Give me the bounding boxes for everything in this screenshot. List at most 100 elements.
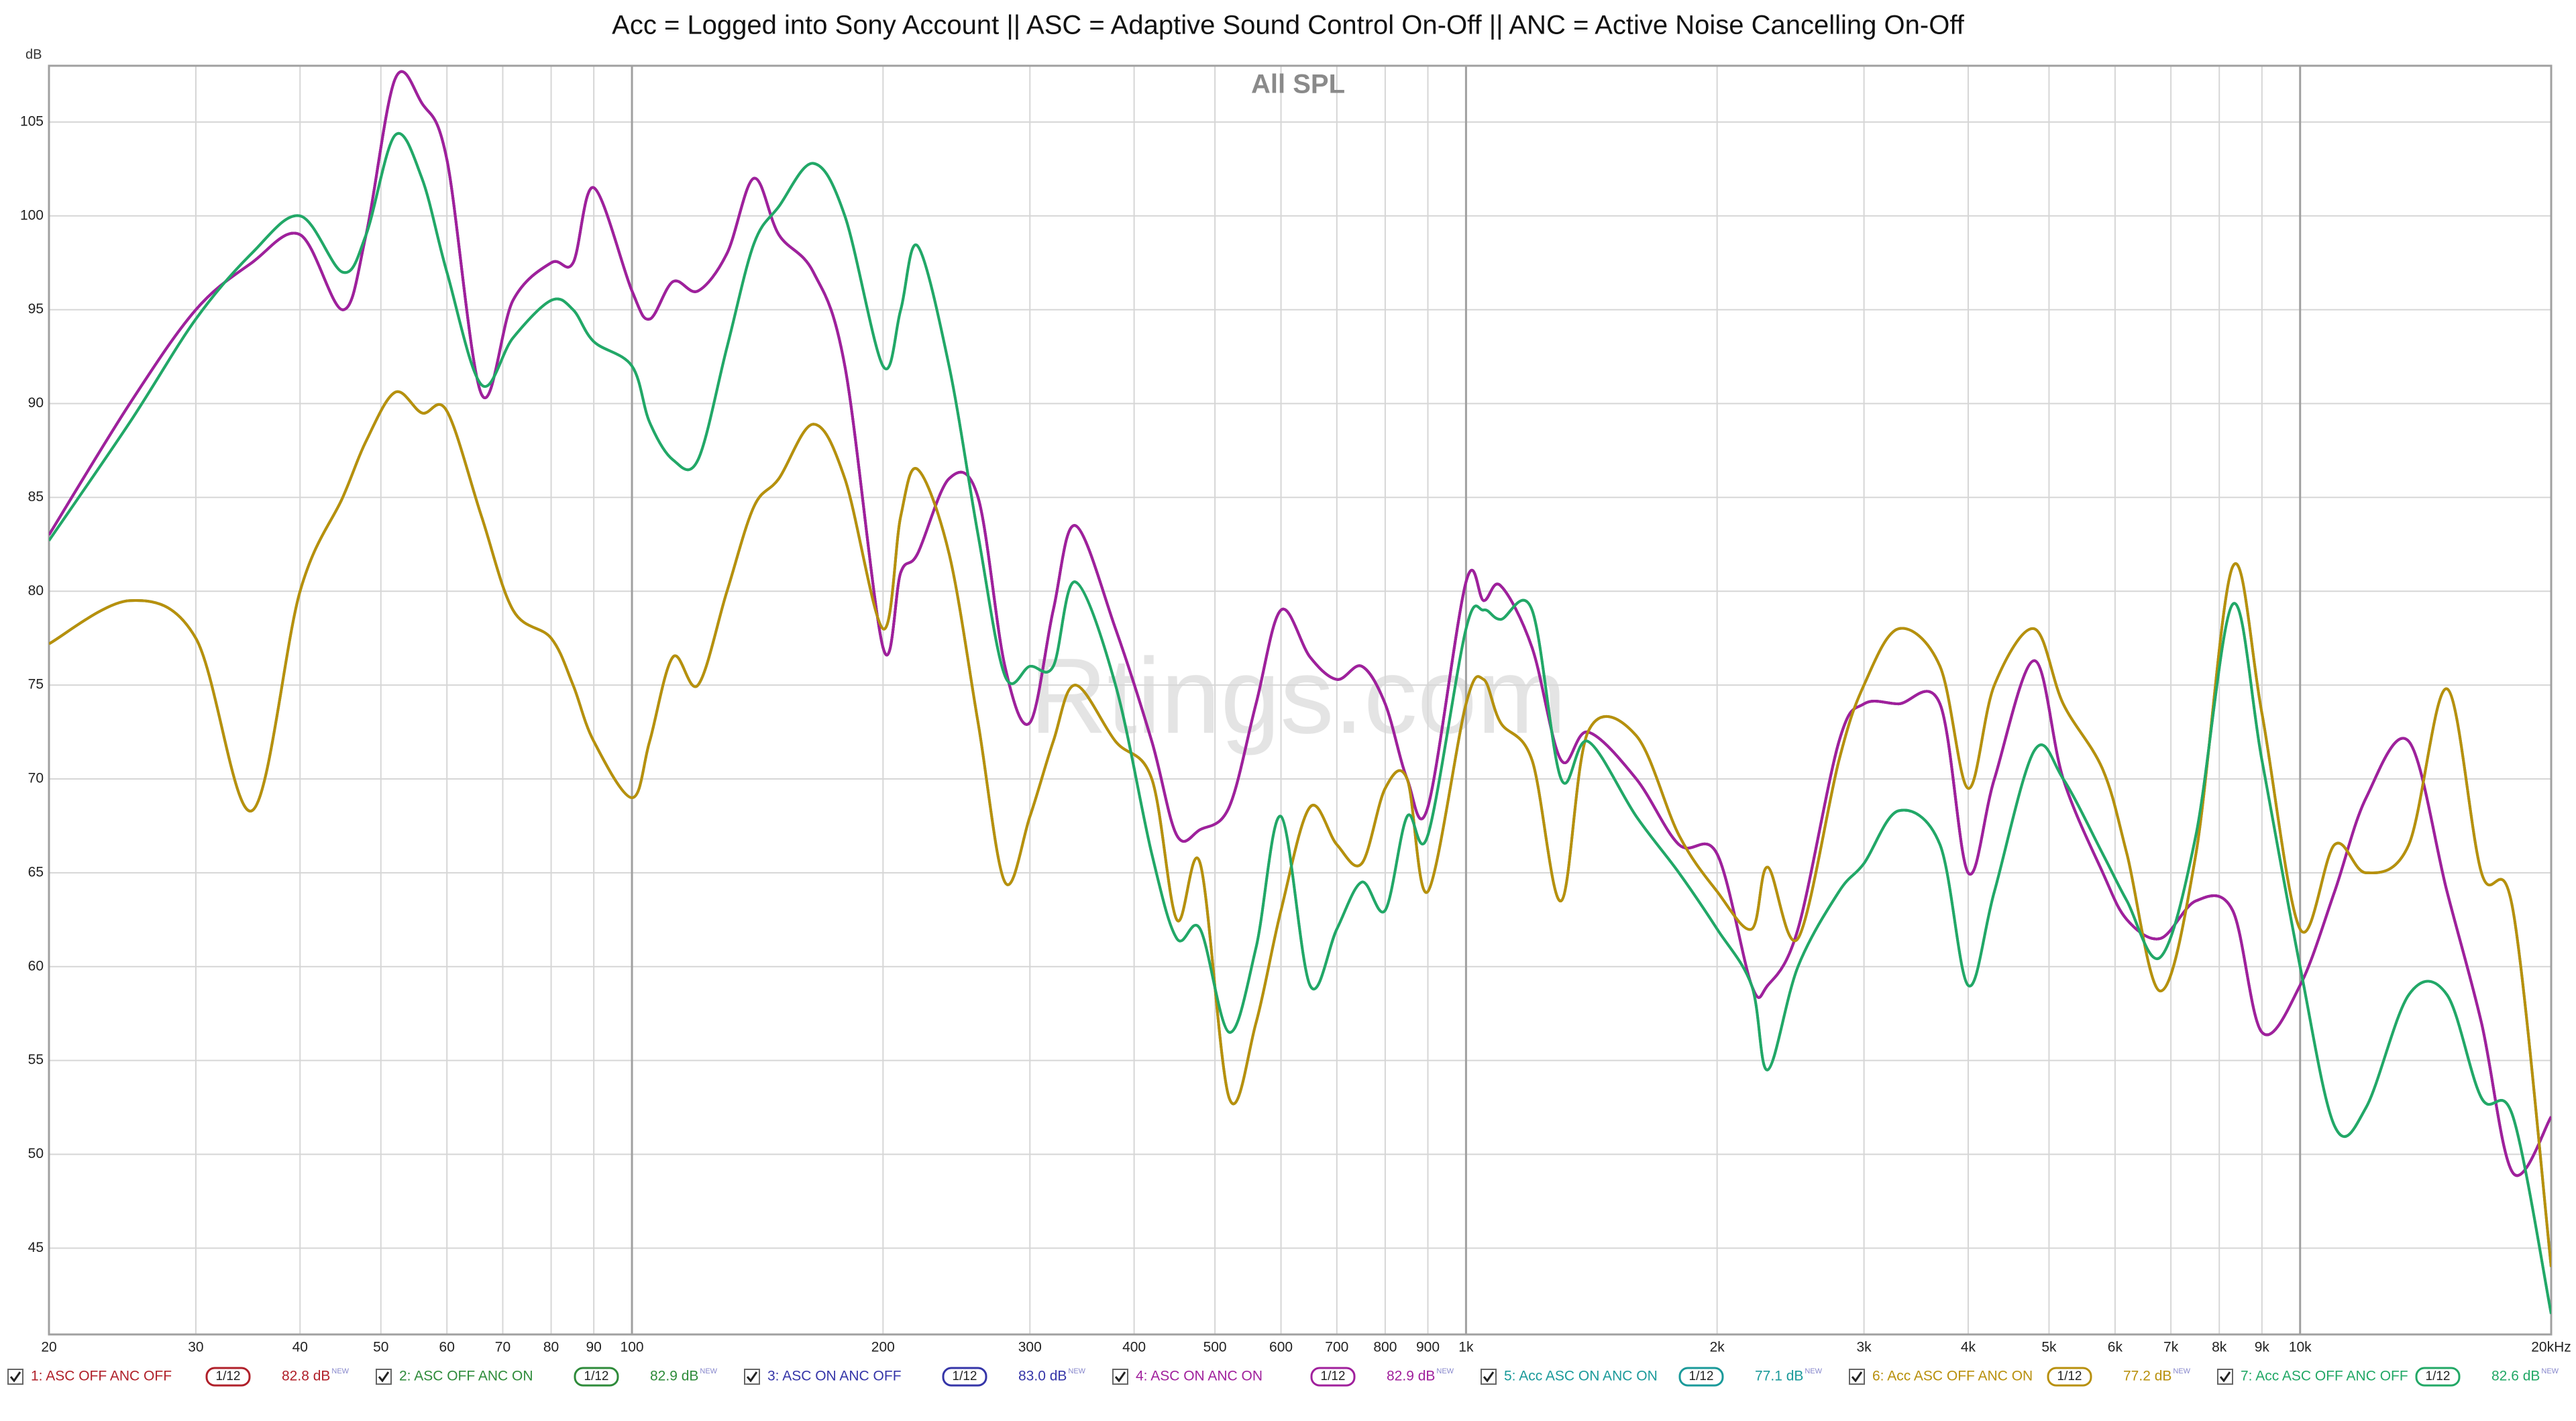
legend-item: 6: Acc ASC OFF ANC ON 1/12 77.2 dB NEW (1849, 1367, 2191, 1387)
y-tick-label: 75 (28, 677, 44, 692)
x-tick-label: 6k (2108, 1340, 2123, 1355)
legend-tag: NEW (2541, 1367, 2559, 1375)
legend-checkbox (1481, 1369, 1497, 1385)
x-tick-label: 8k (2212, 1340, 2227, 1355)
legend-tag: NEW (2173, 1367, 2190, 1375)
y-tick-label: 45 (28, 1240, 44, 1255)
x-tick-label: 30 (188, 1340, 203, 1355)
smoothing-label: 1/12 (584, 1369, 609, 1383)
legend-checkbox (376, 1369, 392, 1385)
legend-checkbox (1849, 1369, 1865, 1385)
legend-check (9, 1371, 21, 1383)
legend-item: 7: Acc ASC OFF ANC OFF 1/12 82.6 dB NEW (2217, 1367, 2559, 1387)
smoothing-icon (1310, 1367, 1356, 1387)
legend-label: 1: ASC OFF ANC OFF (31, 1369, 172, 1384)
x-tick-label: 900 (1416, 1340, 1440, 1355)
y-tick-label: 100 (20, 207, 44, 223)
legend-item: 5: Acc ASC ON ANC ON 1/12 77.1 dB NEW (1481, 1367, 1823, 1387)
y-tick-label: 50 (28, 1146, 44, 1161)
smoothing-label: 1/12 (216, 1369, 241, 1383)
series-line (49, 70, 2551, 1177)
x-tick-label: 3k (1857, 1340, 1872, 1355)
x-tick-label: 600 (1269, 1340, 1293, 1355)
legend-label: 4: ASC ON ANC ON (1136, 1369, 1263, 1384)
legend-level: 82.6 dB (2491, 1369, 2540, 1384)
smoothing-label: 1/12 (2057, 1369, 2082, 1383)
smoothing-icon (2415, 1367, 2461, 1387)
y-tick-label: 105 (20, 113, 44, 129)
smoothing-icon (205, 1367, 251, 1387)
legend-tag: NEW (700, 1367, 717, 1375)
chart-title: Acc = Logged into Sony Account || ASC = … (612, 11, 1965, 40)
legend-label: 6: Acc ASC OFF ANC ON (1872, 1369, 2033, 1384)
x-tick-label: 9k (2255, 1340, 2270, 1355)
series-line (49, 390, 2551, 1267)
legend-tag: NEW (331, 1367, 349, 1375)
legend-level: 77.2 dB (2123, 1369, 2171, 1384)
legend-label: 3: ASC ON ANC OFF (767, 1369, 902, 1384)
legend-check (2219, 1371, 2231, 1383)
x-tick-label: 20kHz (2531, 1340, 2571, 1355)
x-tick-label: 50 (373, 1340, 388, 1355)
legend-tag: NEW (1068, 1367, 1085, 1375)
x-tick-label: 7k (2163, 1340, 2179, 1355)
y-tick-label: 60 (28, 958, 44, 973)
smoothing-label: 1/12 (1321, 1369, 1346, 1383)
x-tick-label: 400 (1122, 1340, 1146, 1355)
legend-checkbox (1112, 1369, 1128, 1385)
y-tick-label: 70 (28, 771, 44, 786)
y-tick-label: 55 (28, 1052, 44, 1067)
x-tick-label: 700 (1325, 1340, 1348, 1355)
y-tick-label: 65 (28, 864, 44, 880)
legend-level: 83.0 dB (1018, 1369, 1067, 1384)
y-tick-label: 85 (28, 489, 44, 505)
legend-label: 5: Acc ASC ON ANC ON (1504, 1369, 1658, 1384)
smoothing-icon (2047, 1367, 2092, 1387)
smoothing-label: 1/12 (1689, 1369, 1714, 1383)
x-tick-label: 90 (586, 1340, 601, 1355)
legend-level: 77.1 dB (1755, 1369, 1803, 1384)
legend-check (1483, 1371, 1495, 1383)
y-tick-label: 95 (28, 301, 44, 317)
legend-level: 82.9 dB (1387, 1369, 1435, 1384)
legend-checkbox (2217, 1369, 2233, 1385)
watermark: Rtings.com (1030, 635, 1566, 755)
smoothing-label: 1/12 (953, 1369, 977, 1383)
x-tick-label: 100 (621, 1340, 644, 1355)
x-tick-label: 4k (1961, 1340, 1976, 1355)
y-axis-unit: dB (25, 47, 42, 62)
annotation: All SPL (1251, 70, 1345, 99)
x-tick-label: 200 (871, 1340, 895, 1355)
x-tick-label: 40 (292, 1340, 308, 1355)
legend-check (1851, 1371, 1863, 1383)
x-tick-label: 2k (1710, 1340, 1725, 1355)
plot-frame (48, 64, 2553, 1336)
x-tick-label: 80 (543, 1340, 559, 1355)
legend-checkbox (7, 1369, 23, 1385)
legend-item: 1: ASC OFF ANC OFF 1/12 82.8 dB NEW (7, 1367, 350, 1387)
series-line (49, 132, 2551, 1314)
x-tick-label: 60 (439, 1340, 455, 1355)
y-tick-label: 80 (28, 583, 44, 598)
x-tick-label: 5k (2041, 1340, 2057, 1355)
smoothing-icon (574, 1367, 619, 1387)
legend-check (746, 1371, 758, 1383)
x-tick-label: 800 (1373, 1340, 1397, 1355)
legend-tag: NEW (1805, 1367, 1822, 1375)
x-tick-label: 20 (41, 1340, 56, 1355)
legend-label: 2: ASC OFF ANC ON (399, 1369, 533, 1384)
legend-check (378, 1371, 390, 1383)
legend-label: 7: Acc ASC OFF ANC OFF (2241, 1369, 2408, 1384)
legend-item: 4: ASC ON ANC ON 1/12 82.9 dB NEW (1112, 1367, 1454, 1387)
y-tick-label: 90 (28, 395, 44, 411)
legend-item: 3: ASC ON ANC OFF 1/12 83.0 dB NEW (744, 1367, 1086, 1387)
legend-checkbox (744, 1369, 760, 1385)
x-tick-label: 70 (495, 1340, 511, 1355)
legend-check (1114, 1371, 1126, 1383)
legend-level: 82.8 dB (282, 1369, 330, 1384)
smoothing-icon (942, 1367, 987, 1387)
x-tick-label: 500 (1203, 1340, 1227, 1355)
